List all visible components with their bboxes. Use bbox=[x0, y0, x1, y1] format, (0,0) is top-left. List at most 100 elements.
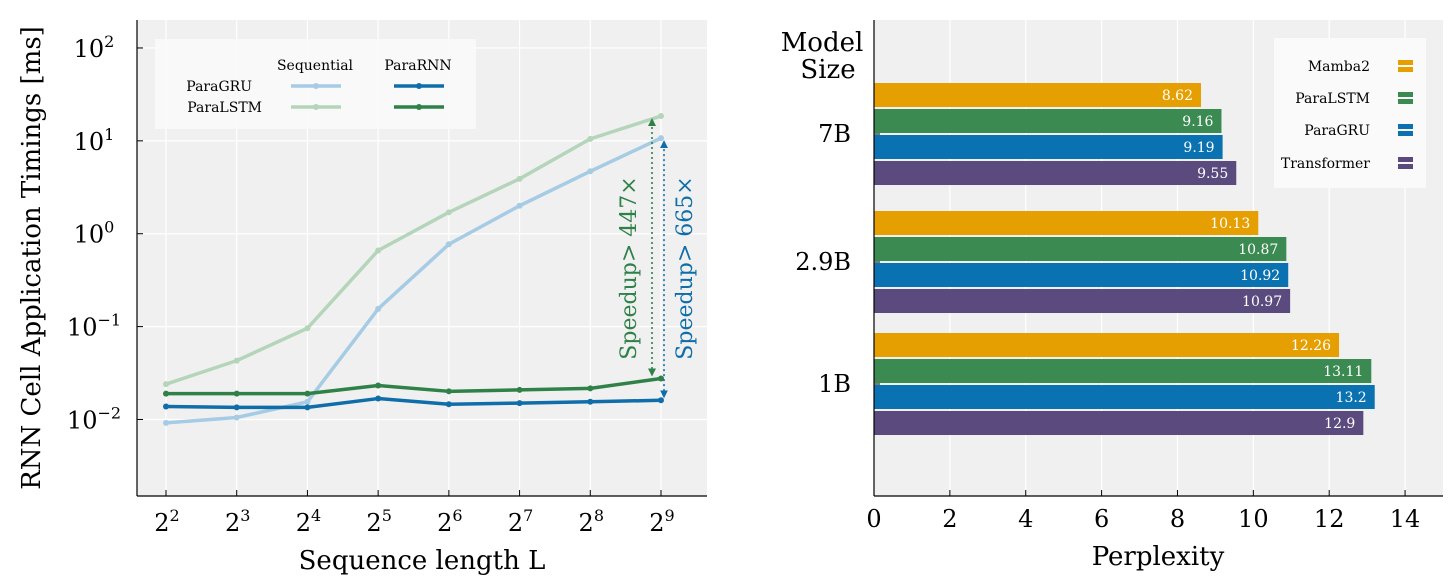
right-xtick-label: 8 bbox=[1170, 505, 1185, 533]
right-xtick-label: 2 bbox=[942, 505, 957, 533]
right-xtick-label: 0 bbox=[866, 505, 881, 533]
right-y-axis-title-line2: Size bbox=[800, 55, 855, 85]
series-point bbox=[516, 202, 523, 209]
series-point bbox=[658, 113, 664, 120]
speedup-label-lstm: Speedup> 447× bbox=[617, 176, 642, 359]
left-xtick-label: 27 bbox=[508, 506, 533, 537]
right-legend-swatch bbox=[1398, 164, 1413, 169]
series-point bbox=[445, 401, 452, 408]
series-point bbox=[304, 404, 311, 411]
legend-header-sequential: Sequential bbox=[277, 58, 354, 74]
left-xtick-label: 25 bbox=[366, 506, 391, 537]
legend-header-pararnn: ParaRNN bbox=[384, 58, 451, 74]
bar-paralstm-2.9b bbox=[874, 237, 1287, 261]
bar-value-label: 9.16 bbox=[1182, 114, 1213, 130]
bar-value-label: 8.62 bbox=[1162, 88, 1193, 104]
bar-transformer-1b bbox=[874, 411, 1364, 435]
legend-row-paralstm: ParaLSTM bbox=[187, 100, 262, 116]
right-legend-swatch bbox=[1398, 67, 1413, 72]
bar-transformer-2.9b bbox=[874, 289, 1291, 313]
right-xtick-label: 14 bbox=[1390, 505, 1421, 533]
right-xtick-label: 10 bbox=[1238, 505, 1269, 533]
speedup-label-gru: Speedup> 665× bbox=[673, 176, 698, 359]
right-legend-label: ParaLSTM bbox=[1295, 91, 1370, 107]
series-line-2 bbox=[165, 396, 662, 410]
series-point bbox=[163, 403, 169, 410]
left-xtick-label: 26 bbox=[437, 506, 462, 537]
series-point bbox=[233, 390, 240, 397]
legend-swatch-marker bbox=[313, 83, 319, 89]
right-ytick-label: 2.9B bbox=[795, 248, 851, 276]
series-point bbox=[375, 305, 382, 312]
series-line-1 bbox=[165, 114, 662, 386]
series-point bbox=[163, 419, 169, 426]
left-x-axis-title: Sequence length L bbox=[299, 546, 546, 576]
bar-value-label: 13.2 bbox=[1336, 390, 1367, 406]
right-legend-label: ParaGRU bbox=[1304, 123, 1370, 139]
left-xtick-label: 22 bbox=[154, 506, 179, 537]
legend-swatch-marker bbox=[416, 104, 422, 110]
series-point bbox=[658, 397, 664, 404]
legend-swatch-marker bbox=[313, 104, 319, 110]
right-legend-swatch bbox=[1398, 92, 1413, 97]
legend-swatch-marker bbox=[416, 83, 422, 89]
bar-value-label: 10.97 bbox=[1242, 294, 1282, 310]
left-y-axis-title: RNN Cell Application Timings [ms] bbox=[17, 26, 47, 490]
right-ytick-label: 1B bbox=[818, 370, 851, 398]
series-point bbox=[516, 386, 523, 393]
series-point bbox=[658, 135, 664, 142]
right-legend-swatch bbox=[1398, 99, 1413, 104]
left-ytick-label: 100 bbox=[74, 218, 115, 249]
series-line-3 bbox=[166, 376, 662, 396]
left-ytick-label: 102 bbox=[74, 32, 115, 63]
left-xtick-label: 23 bbox=[225, 506, 250, 537]
bar-paragru-1b bbox=[874, 385, 1375, 409]
series-point bbox=[516, 175, 523, 182]
series-point bbox=[163, 390, 169, 397]
series-point bbox=[445, 209, 452, 216]
right-legend-swatch bbox=[1398, 60, 1413, 65]
bar-mamba2-2.9b bbox=[874, 211, 1259, 235]
series-point bbox=[233, 357, 240, 364]
right-xtick-label: 12 bbox=[1314, 505, 1345, 533]
right-x-axis-title: Perplexity bbox=[1092, 542, 1225, 572]
series-point bbox=[304, 398, 311, 405]
left-ytick-label: 10−2 bbox=[67, 403, 121, 434]
bar-paragru-2.9b bbox=[874, 263, 1289, 287]
series-point bbox=[587, 398, 594, 405]
bar-value-label: 9.55 bbox=[1197, 166, 1228, 182]
right-legend-swatch bbox=[1398, 131, 1413, 136]
bar-value-label: 10.87 bbox=[1238, 242, 1278, 258]
left-xtick-label: 29 bbox=[649, 506, 674, 537]
bar-paragru-7b bbox=[874, 135, 1223, 159]
series-point bbox=[375, 395, 382, 402]
bar-paralstm-1b bbox=[874, 359, 1372, 383]
bar-value-label: 10.13 bbox=[1210, 216, 1250, 232]
right-legend-swatch bbox=[1398, 124, 1413, 129]
right-xtick-label: 6 bbox=[1094, 505, 1109, 533]
series-point bbox=[163, 381, 169, 388]
legend-row-paragru: ParaGRU bbox=[186, 79, 252, 95]
series-point bbox=[375, 247, 382, 254]
series-point bbox=[445, 241, 452, 248]
series-point bbox=[445, 388, 452, 395]
series-point bbox=[587, 168, 594, 175]
left-legend: Sequential ParaRNN ParaGRU ParaLSTM bbox=[155, 39, 476, 129]
series-point bbox=[587, 385, 594, 392]
left-ytick-label: 101 bbox=[74, 125, 115, 156]
series-point bbox=[233, 404, 240, 411]
bar-value-label: 12.9 bbox=[1324, 416, 1355, 432]
left-xtick-label: 28 bbox=[579, 506, 604, 537]
right-legend-label: Transformer bbox=[1281, 156, 1370, 172]
series-point bbox=[304, 390, 311, 397]
right-y-axis-title-line1: Model bbox=[781, 28, 864, 58]
series-point bbox=[587, 135, 594, 142]
line-chart: Speedup> 447× Speedup> 665× 102 101 100 10−1… bbox=[17, 20, 707, 576]
series-line-0 bbox=[165, 136, 662, 425]
left-xtick-label: 24 bbox=[296, 506, 321, 537]
series-point bbox=[375, 382, 382, 389]
bar-value-label: 9.19 bbox=[1183, 140, 1214, 156]
bar-value-label: 12.26 bbox=[1291, 338, 1331, 354]
right-ytick-label: 7B bbox=[818, 120, 851, 148]
right-legend-label: Mamba2 bbox=[1308, 59, 1370, 75]
